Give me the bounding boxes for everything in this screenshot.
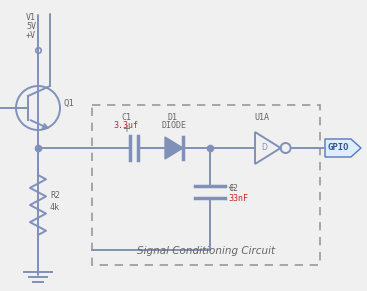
Text: Q1: Q1 [63, 98, 74, 107]
Polygon shape [325, 139, 361, 157]
Text: 33nF: 33nF [228, 194, 248, 203]
Text: DIODE: DIODE [162, 121, 187, 130]
Text: R2: R2 [50, 191, 60, 200]
Text: 4k: 4k [50, 203, 60, 212]
Text: +: + [122, 124, 130, 134]
Text: Signal Conditioning Circuit: Signal Conditioning Circuit [137, 246, 275, 256]
Text: 3.3uf: 3.3uf [113, 121, 138, 130]
Text: +: + [227, 183, 235, 193]
Text: 5V: 5V [26, 22, 36, 31]
Text: V1: V1 [26, 13, 36, 22]
Text: D: D [261, 143, 267, 152]
Text: GPIO: GPIO [328, 143, 349, 152]
Text: C1: C1 [121, 113, 131, 122]
Text: +V: +V [26, 31, 36, 40]
Text: C2: C2 [228, 184, 238, 193]
Text: D1: D1 [167, 113, 177, 122]
Polygon shape [255, 132, 281, 164]
Bar [92, 105, 320, 265]
Text: U1A: U1A [254, 113, 269, 122]
Polygon shape [165, 137, 183, 159]
